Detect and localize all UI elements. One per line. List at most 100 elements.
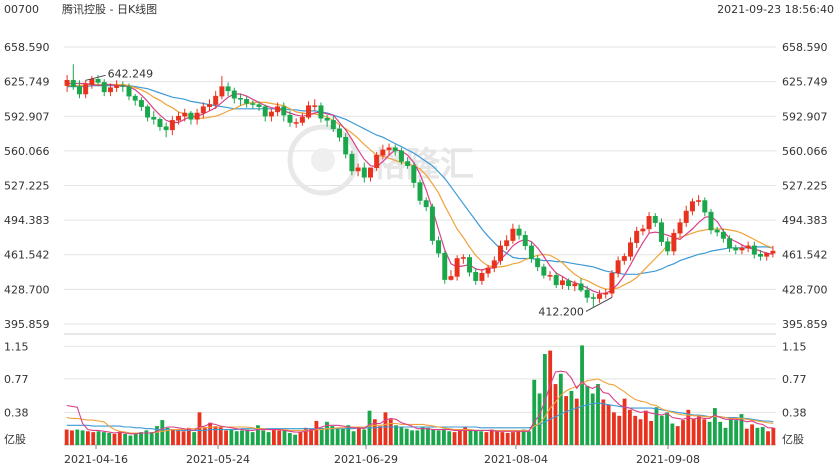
volume-bar-down	[256, 425, 260, 445]
candle-down	[758, 254, 764, 257]
volume-bar-down	[293, 434, 298, 445]
candle-up	[380, 149, 386, 156]
candle-up	[640, 228, 646, 232]
volume-bar-down	[234, 431, 239, 445]
volume-bar-down	[341, 428, 345, 445]
date-axis: 2021-04-16 2021-05-24 2021-06-29 2021-08-04…	[64, 445, 700, 466]
candle-up	[275, 106, 281, 113]
volume-bar-up	[202, 426, 207, 445]
volume-bar-down	[192, 432, 197, 445]
price-annotations: 642.249 412.200	[85, 67, 613, 318]
candle-up	[200, 106, 206, 114]
volume-bar-down	[319, 427, 324, 445]
candle-up	[671, 232, 677, 252]
volume-bar-down	[149, 432, 154, 445]
date-tick-label: 2021-04-16	[64, 453, 128, 466]
volume-bar-down	[144, 430, 149, 445]
volume-bar-up	[117, 432, 122, 445]
candle-up	[448, 276, 454, 280]
price-tick-label-right: 461.542	[782, 249, 828, 262]
volume-bar-down	[542, 354, 547, 445]
volume-bar-up	[91, 432, 96, 445]
volume-bar-down	[96, 431, 101, 445]
candle-down	[157, 119, 163, 127]
volume-bar-up	[675, 426, 680, 445]
volume-bar-up	[606, 404, 611, 445]
price-tick-label-left: 625.749	[4, 76, 50, 89]
volume-bar-down	[165, 427, 170, 445]
candle-down	[553, 275, 559, 286]
volume-bar-up	[457, 430, 462, 445]
candle-down	[751, 245, 757, 255]
candle-down	[132, 95, 138, 101]
volume-bar-up	[378, 426, 383, 445]
volume-bar-down	[659, 415, 664, 445]
candle-up	[498, 245, 503, 261]
candle-down	[417, 182, 423, 201]
candle-down	[727, 238, 733, 249]
volume-bar-down	[590, 393, 595, 445]
volume-bar-down	[404, 428, 409, 445]
volume-bar-down	[266, 432, 271, 445]
date-tick-label: 2021-09-08	[636, 453, 700, 466]
candle-up	[609, 272, 615, 294]
candle-down	[250, 103, 256, 105]
candle-down	[237, 97, 243, 100]
volume-bar-down	[75, 429, 80, 445]
candle-up	[646, 216, 652, 230]
candle-down	[145, 106, 151, 118]
volume-bar-down	[665, 412, 669, 445]
volume-moving-average-lines	[66, 370, 774, 435]
header-datetime: 2021-09-23 18:56:40	[717, 3, 834, 16]
volume-bar-up	[697, 414, 701, 445]
annotation-leader	[85, 74, 106, 81]
volume-bar-up	[548, 350, 553, 445]
candle-down	[665, 241, 671, 252]
candle-down	[343, 136, 349, 155]
volume-bar-up	[564, 396, 569, 445]
candle-up	[114, 85, 120, 88]
candle-down	[76, 86, 82, 95]
candle-down	[318, 105, 324, 119]
candle-up	[677, 222, 683, 234]
volume-bar-down	[282, 429, 287, 445]
volume-bar-up	[617, 415, 622, 445]
candle-down	[442, 252, 448, 280]
volume-bar-up	[452, 432, 457, 445]
volume-bar-down	[250, 432, 255, 445]
candle-down	[398, 150, 404, 162]
volume-bar-down	[537, 393, 542, 445]
volume-bar-up	[271, 429, 276, 445]
volume-bar-up	[208, 422, 213, 445]
volume-bar-down	[479, 431, 484, 445]
candle-down	[436, 240, 442, 254]
volume-bar-up	[500, 432, 505, 445]
volume-bar-up	[649, 420, 654, 445]
candle-down	[708, 211, 714, 231]
candle-down	[392, 147, 398, 152]
candle-down	[702, 200, 708, 213]
candle-up	[460, 257, 466, 259]
candle-up	[299, 116, 305, 123]
volume-bar-up	[553, 384, 558, 445]
candle-down	[70, 80, 76, 87]
candle-up	[479, 272, 485, 281]
candle-up	[491, 260, 497, 269]
volume-bar-up	[489, 429, 494, 445]
volume-bar-down	[558, 373, 563, 445]
candle-up	[219, 86, 225, 97]
candle-down	[225, 86, 231, 92]
candle-up	[374, 154, 380, 169]
volume-bar-down	[245, 429, 250, 445]
date-tick-label: 2021-08-04	[484, 453, 548, 466]
volume-bar-up	[218, 426, 223, 445]
volume-bar-down	[473, 430, 478, 445]
volume-bar-down	[468, 429, 473, 445]
volume-bar-down	[532, 379, 537, 445]
volume-tick-label-right: 0.77	[782, 373, 807, 386]
volume-tick-label-right: 1.15	[782, 340, 807, 353]
volume-bar-down	[123, 433, 128, 445]
volume-bars	[64, 345, 776, 445]
volume-bar-down	[80, 430, 85, 445]
candle-down	[566, 280, 572, 287]
